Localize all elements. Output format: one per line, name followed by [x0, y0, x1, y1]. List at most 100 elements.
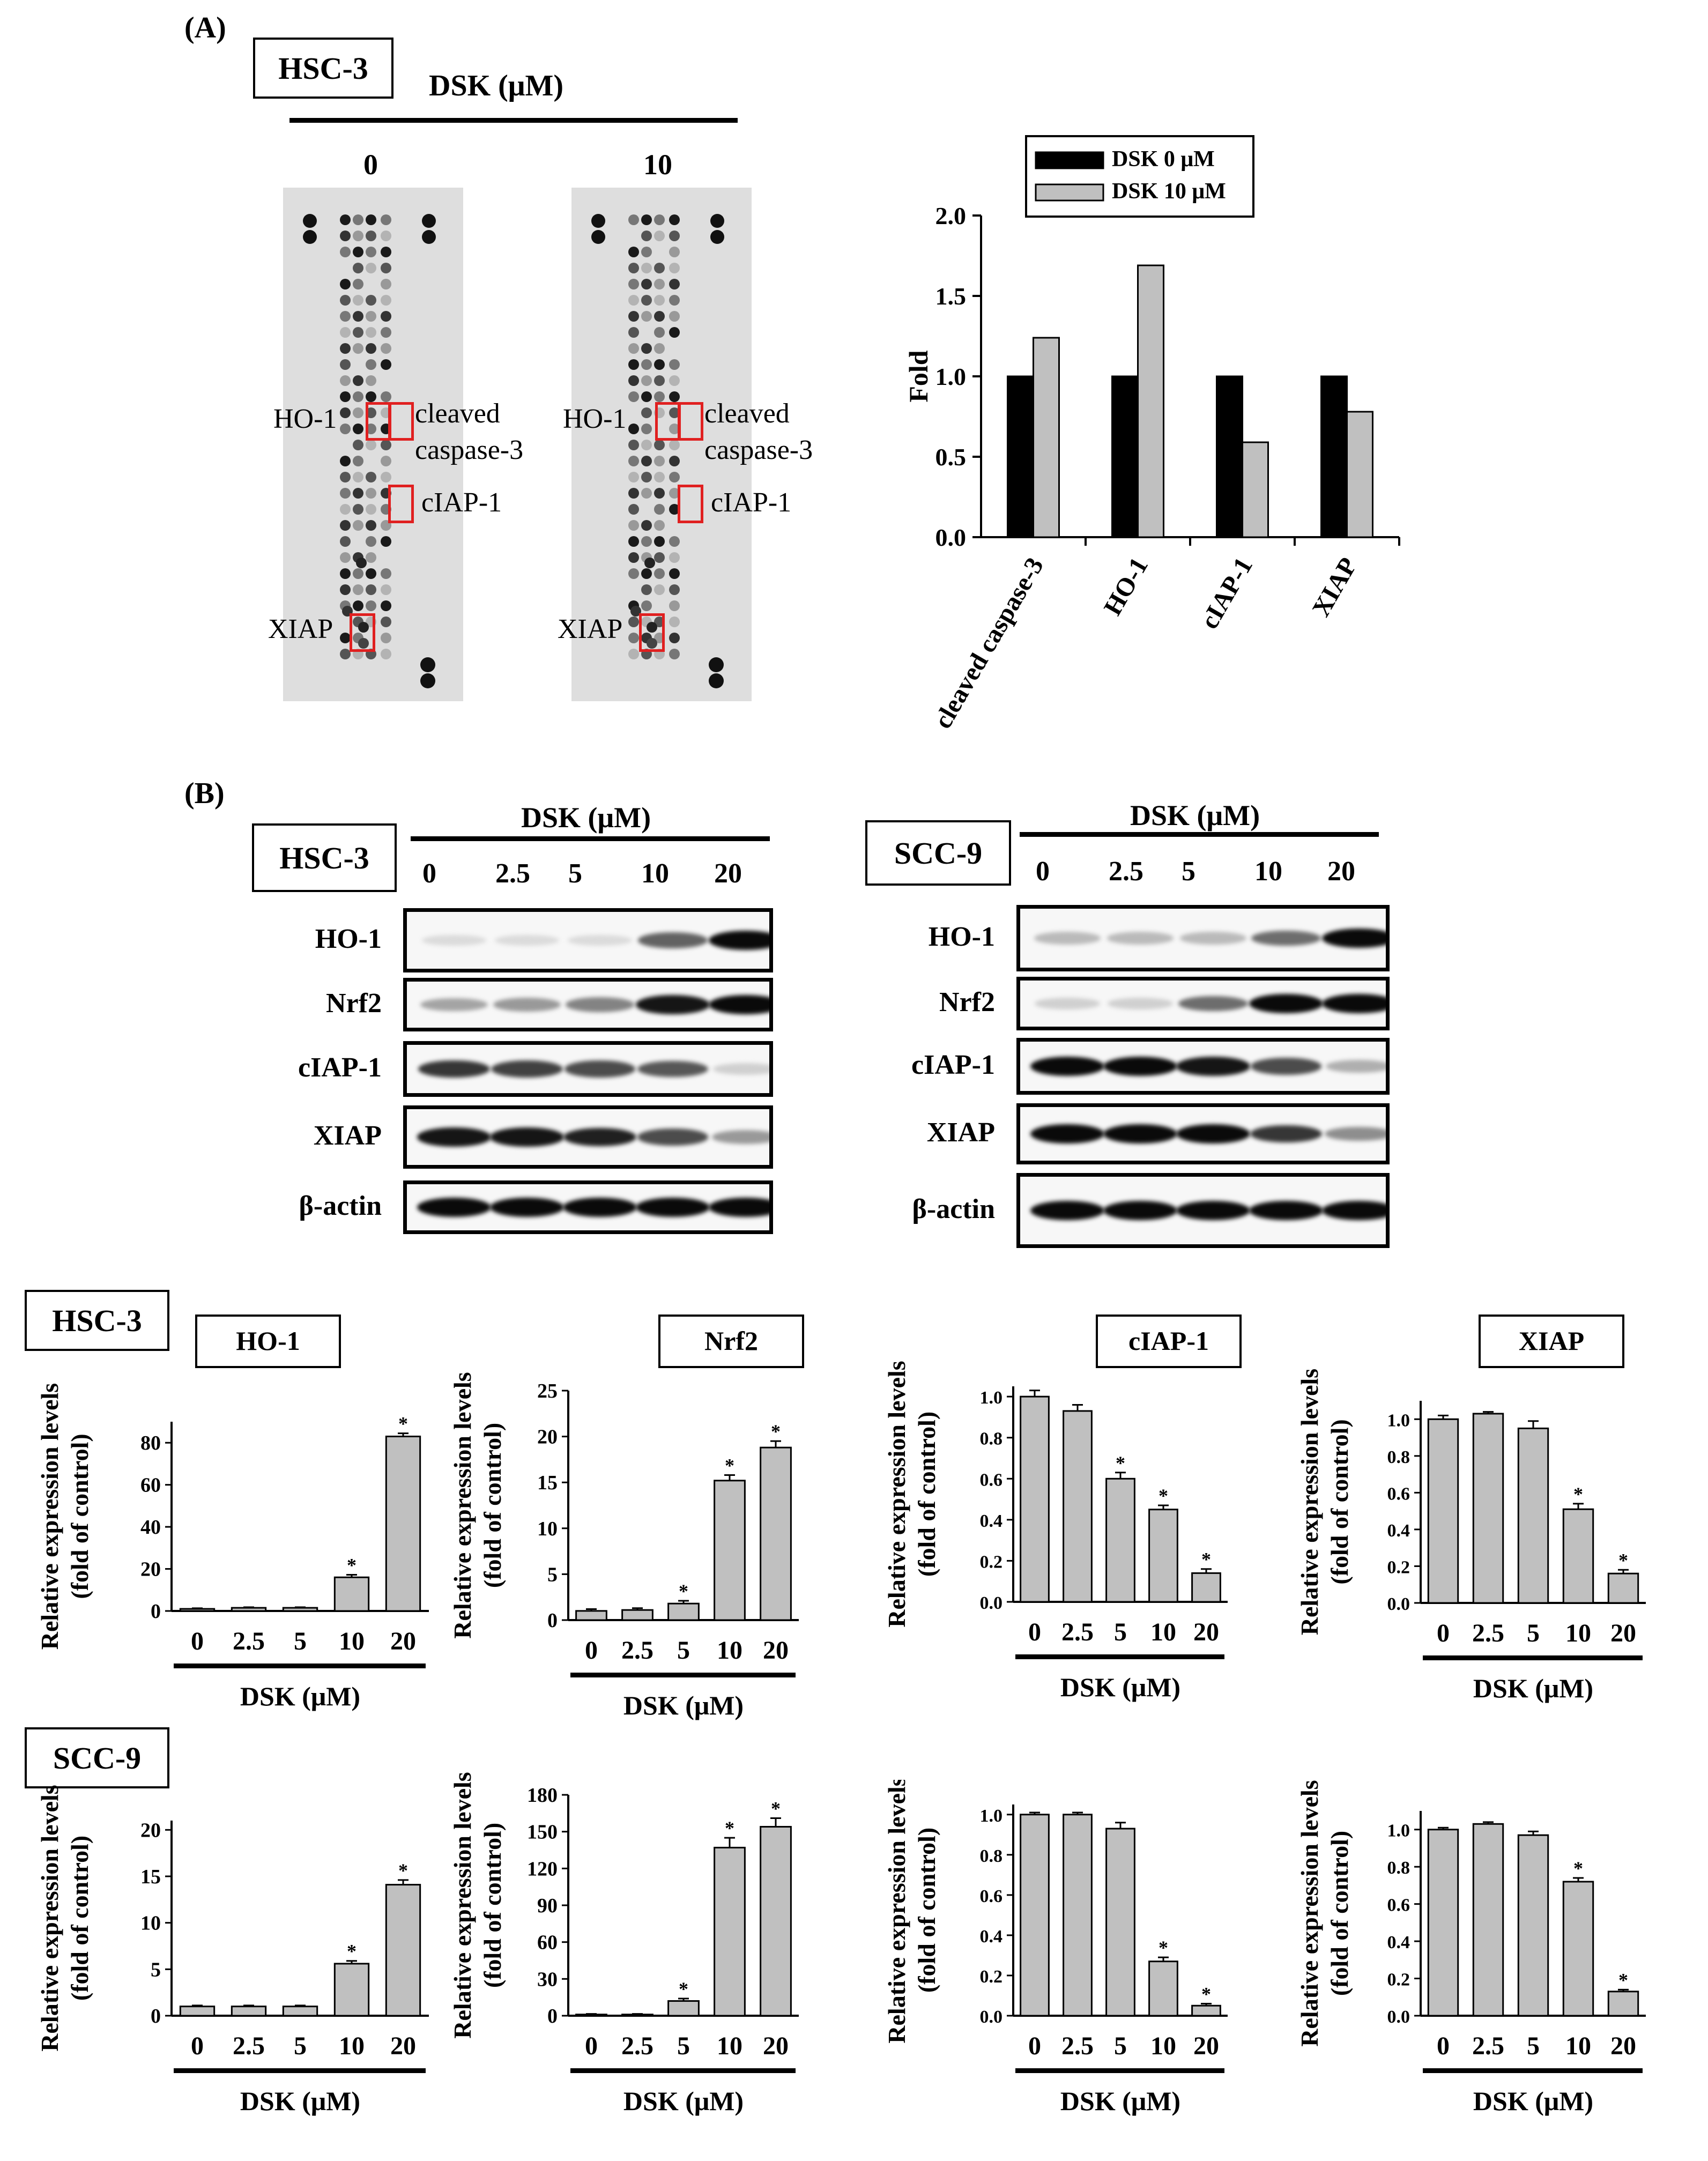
array-spot: [628, 649, 639, 659]
x-axis-label: DSK (μM): [240, 2086, 360, 2116]
array-spot: [669, 279, 680, 289]
significance-star: *: [347, 1941, 357, 1962]
array-spot: [381, 327, 391, 338]
bar: [1105, 1828, 1135, 2017]
y-tick-label: 20: [537, 1426, 558, 1449]
array-spot: [628, 440, 639, 450]
bar: [1020, 1814, 1050, 2017]
x-tick-label: 0: [1437, 2032, 1450, 2060]
array-spot: [628, 295, 639, 306]
blot-band: [564, 1060, 636, 1078]
blot-band: [567, 934, 633, 946]
panel-a-cell-line-box: HSC-3: [253, 38, 393, 99]
array-spot: [654, 568, 665, 579]
array-reference-spot: [709, 673, 724, 688]
dose-label: 20: [714, 858, 742, 889]
array-spot: [641, 536, 652, 547]
bar: [1517, 1834, 1549, 2017]
significance-star: *: [1116, 1452, 1125, 1474]
protein-label: cIAP-1: [298, 1052, 382, 1083]
array-spot: [366, 407, 376, 418]
array-spot: [628, 504, 639, 515]
bar: [1105, 1477, 1135, 1603]
array-spot: [628, 536, 639, 547]
array-spot: [654, 504, 665, 515]
y-tick-label: 1.0: [980, 1806, 1003, 1826]
array-reference-spot: [420, 673, 435, 688]
array10-cleaved-caspase3-box: [678, 402, 703, 441]
blot-band: [1103, 1057, 1177, 1076]
western-right-treatment-label: DSK (μM): [1130, 799, 1260, 831]
blot-band: [636, 1198, 710, 1217]
array-spot: [353, 600, 363, 611]
bar: [1607, 1572, 1639, 1604]
bar: [1148, 1961, 1178, 2017]
array-spot: [669, 456, 680, 466]
array-spot: [654, 552, 665, 563]
array-spot: [669, 504, 680, 515]
western-left-cell-line-box: HSC-3: [252, 823, 397, 892]
x-tick-label: 5: [677, 2032, 690, 2060]
bar: [1562, 1881, 1594, 2017]
array-spot: [340, 633, 351, 643]
array-spot: [353, 343, 363, 354]
protein-label: XIAP: [313, 1120, 382, 1151]
array10-label-ciap1: cIAP-1: [711, 487, 792, 518]
western-right-cell-line-box: SCC-9: [865, 820, 1011, 886]
y-tick-label: 0: [151, 1600, 161, 1623]
array-spot: [669, 214, 680, 225]
y-axis-label-1: Relative expression levels: [449, 1372, 476, 1638]
x-tick-label: 20: [763, 2032, 789, 2060]
array-spot: [366, 391, 376, 402]
bar: [575, 1610, 607, 1621]
bar: [1562, 1508, 1594, 1604]
y-tick-label: 1.5: [935, 283, 967, 310]
array-spot: [641, 472, 652, 482]
y-axis-label-1: Relative expression levels: [449, 1772, 476, 2038]
blot-band: [1103, 1201, 1177, 1220]
x-tick-label: cleaved caspase-3: [929, 553, 1049, 733]
array-spot: [366, 263, 376, 273]
blot-band: [1178, 996, 1248, 1012]
panel-a-treatment-label: DSK (μM): [429, 69, 564, 102]
y-axis-label-1: Relative expression levels: [1296, 1780, 1323, 2046]
array-spot: [654, 327, 665, 338]
array-spot: [340, 407, 351, 418]
y-axis-label-2: (fold of control): [1326, 1831, 1353, 1996]
array-spot: [340, 504, 351, 515]
significance-star: *: [1573, 1483, 1583, 1505]
blot-band: [1030, 1057, 1104, 1076]
array-spot: [641, 359, 652, 370]
array-spot: [669, 231, 680, 241]
bar: [1427, 1418, 1459, 1604]
blot-band: [637, 1128, 709, 1146]
significance-star: *: [679, 1978, 688, 2000]
y-axis-label-1: Relative expression levels: [36, 1383, 63, 1650]
chart-scc9-xiap: Relative expression levels (fold of contr…: [1296, 1780, 1646, 2116]
array-spot: [366, 214, 376, 225]
blot-band: [1249, 1201, 1323, 1220]
panel-b-label: (B): [184, 777, 225, 810]
blot-band: [1250, 1058, 1322, 1075]
significance-star: *: [1618, 1969, 1628, 1991]
x-treatment-bar: [570, 1673, 796, 1677]
array-spot: [353, 568, 363, 579]
protein-label: XIAP: [926, 1117, 995, 1148]
y-tick-label: 0.2: [1387, 1557, 1410, 1577]
array-spot: [641, 600, 652, 611]
array-spot: [641, 247, 652, 257]
x-treatment-bar: [1015, 1654, 1224, 1659]
array-spot: [381, 311, 391, 322]
x-axis-label: DSK (μM): [1060, 1672, 1180, 1702]
panel-a-label: (A): [184, 11, 226, 44]
array-spot: [381, 456, 391, 466]
array-spot: [340, 279, 351, 289]
x-tick-label: HO-1: [1098, 553, 1154, 620]
array0-label-xiap: XIAP: [268, 614, 333, 644]
array-spot: [340, 295, 351, 306]
significance-star: *: [1159, 1485, 1168, 1506]
array-spot: [654, 263, 665, 273]
array-spot: [641, 295, 652, 306]
array-spot: [669, 359, 680, 370]
blot-band: [1176, 1201, 1250, 1220]
